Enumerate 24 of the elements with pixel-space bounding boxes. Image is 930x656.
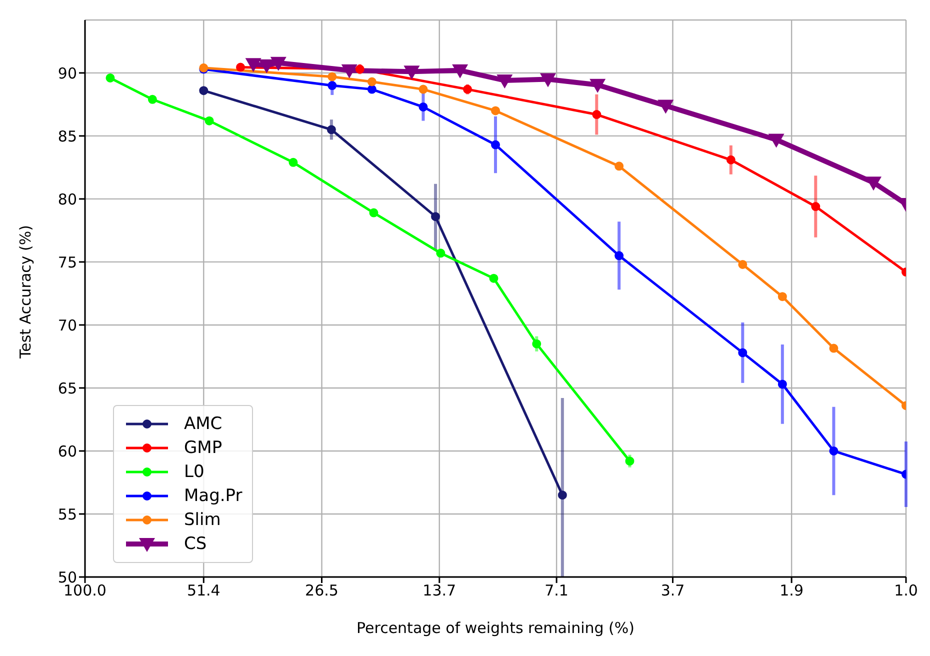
y-tick-label: 70 (58, 316, 77, 334)
legend-label: L0 (184, 461, 204, 484)
x-tick-label: 51.4 (186, 582, 220, 600)
x-tick-label: 1.9 (780, 582, 804, 600)
y-tick-label: 75 (58, 253, 77, 272)
x-tick-label: 7.1 (544, 582, 568, 600)
x-axis-title: Percentage of weights remaining (%) (356, 619, 634, 637)
x-tick-label: 100.0 (64, 582, 106, 600)
y-tick-label: 60 (58, 442, 77, 460)
y-axis-title: Test Accuracy (%) (16, 224, 34, 360)
legend-label: AMC (184, 413, 222, 436)
y-tick-label: 80 (58, 190, 77, 208)
legend-label: Mag.Pr (184, 485, 242, 508)
x-tick-label: 3.7 (660, 582, 685, 600)
legend-label: Slim (184, 509, 221, 532)
x-tick-label: 26.5 (305, 582, 338, 600)
x-tick-label: 1.0 (894, 582, 918, 600)
y-tick-label: 90 (58, 64, 77, 82)
y-tick-label: 65 (58, 379, 77, 398)
y-tick-label: 55 (58, 505, 77, 524)
y-tick-label: 85 (58, 127, 77, 146)
x-tick-label: 13.7 (422, 582, 456, 600)
legend-label: CS (184, 533, 207, 556)
legend-label: GMP (184, 437, 222, 460)
